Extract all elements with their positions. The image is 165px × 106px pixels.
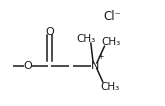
Text: CH₃: CH₃ <box>102 37 121 47</box>
Text: Cl⁻: Cl⁻ <box>103 10 121 23</box>
Text: +: + <box>97 52 103 61</box>
Text: CH₃: CH₃ <box>100 82 119 92</box>
Text: N: N <box>91 61 99 71</box>
Text: CH₃: CH₃ <box>76 34 95 44</box>
Text: O: O <box>24 61 33 71</box>
Text: O: O <box>45 27 54 37</box>
